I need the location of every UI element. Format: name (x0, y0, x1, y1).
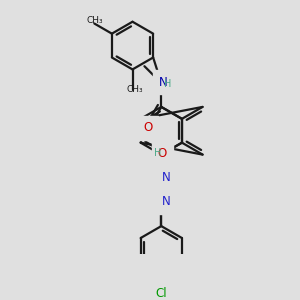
Text: N: N (161, 195, 170, 208)
Text: H: H (164, 79, 171, 88)
Text: Cl: Cl (155, 287, 167, 300)
Text: CH₃: CH₃ (127, 85, 143, 94)
Text: O: O (158, 147, 167, 160)
Text: CH₃: CH₃ (86, 16, 103, 25)
Text: H: H (154, 148, 161, 158)
Text: N: N (161, 171, 170, 184)
Text: O: O (143, 121, 153, 134)
Text: N: N (159, 76, 168, 89)
